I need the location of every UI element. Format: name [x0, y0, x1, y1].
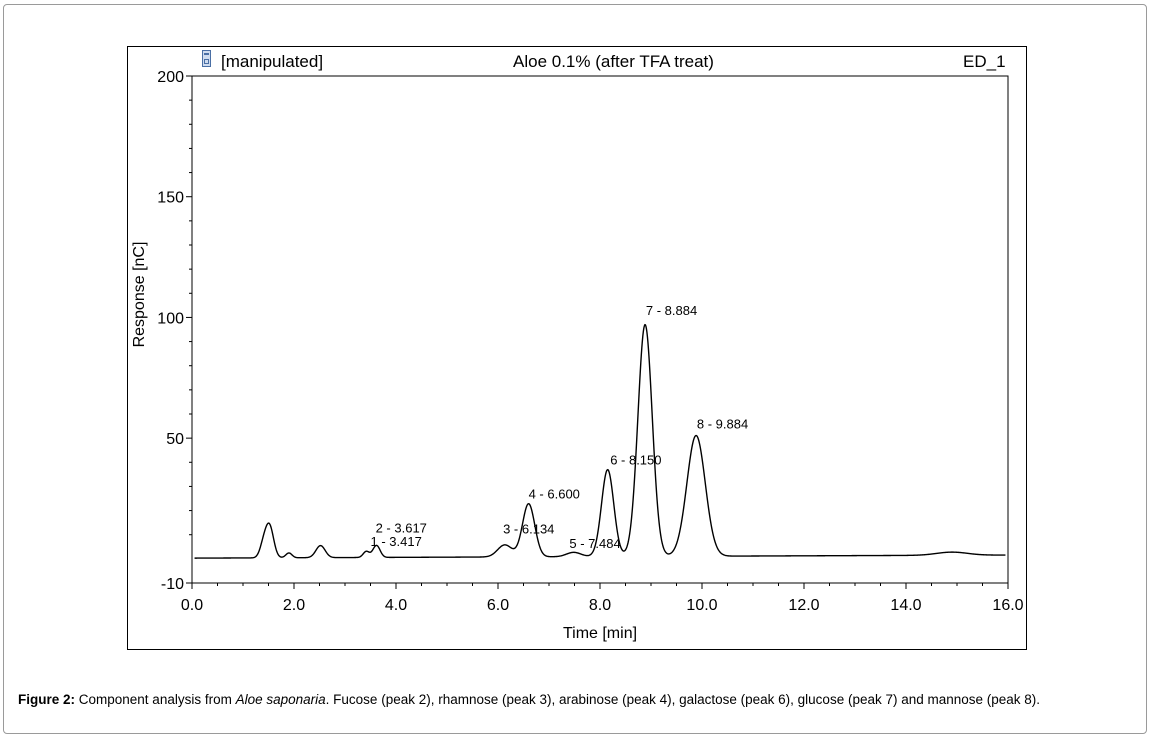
x-tick-label: 0.0 — [181, 597, 203, 614]
chromatogram-trace — [194, 323, 1006, 559]
peak-label: 1 - 3.417 — [371, 534, 422, 549]
y-tick-label: 50 — [166, 431, 184, 448]
document-icon — [202, 50, 211, 67]
caption-text-1: Component analysis from — [75, 692, 236, 707]
x-tick-label: 16.0 — [992, 597, 1023, 614]
caption-text-2: . Fucose (peak 2), rhamnose (peak 3), ar… — [325, 692, 1041, 707]
x-tick-label: 12.0 — [788, 597, 819, 614]
peak-label: 8 - 9.884 — [697, 416, 748, 431]
figure-frame: [manipulated] Aloe 0.1% (after TFA treat… — [3, 4, 1147, 734]
plot-area-border — [191, 75, 1009, 584]
x-axis-title: Time [min] — [563, 625, 637, 642]
y-tick-label: 100 — [157, 310, 184, 327]
caption-species: Aloe saponaria — [235, 692, 326, 707]
x-tick-label: 4.0 — [385, 597, 407, 614]
x-tick-label: 14.0 — [890, 597, 921, 614]
x-tick-label: 10.0 — [686, 597, 717, 614]
chromatogram-chart: 0.0 2.0 4.0 6.0 8.0 10.0 12.0 14.0 16.0 200 150 100… — [131, 69, 1024, 642]
y-axis-title: Response [nC] — [131, 242, 148, 348]
x-tick-label: 2.0 — [283, 597, 305, 614]
caption-figure-label: Figure 2: — [18, 692, 76, 707]
x-tick-label: 8.0 — [589, 597, 611, 614]
peak-label: 2 - 3.617 — [376, 520, 427, 535]
peak-label: 3 - 6.134 — [503, 522, 554, 537]
figure-caption: Figure 2: Component analysis from Aloe s… — [18, 691, 1134, 709]
chart-title: Aloe 0.1% (after TFA treat) — [513, 52, 714, 71]
channel-label: ED_1 — [963, 52, 1006, 71]
y-tick-label: 200 — [157, 69, 184, 86]
peak-label: 5 - 7.484 — [569, 536, 620, 551]
manipulated-label: [manipulated] — [221, 52, 324, 71]
peak-label: 7 - 8.884 — [646, 303, 697, 318]
chromatogram-panel: [manipulated] Aloe 0.1% (after TFA treat… — [127, 46, 1027, 650]
peak-label: 4 - 6.600 — [529, 487, 580, 502]
y-tick-label: 150 — [157, 190, 184, 207]
y-tick-label: -10 — [161, 576, 184, 593]
x-tick-label: 6.0 — [487, 597, 509, 614]
peak-label: 6 - 8.150 — [610, 453, 661, 468]
